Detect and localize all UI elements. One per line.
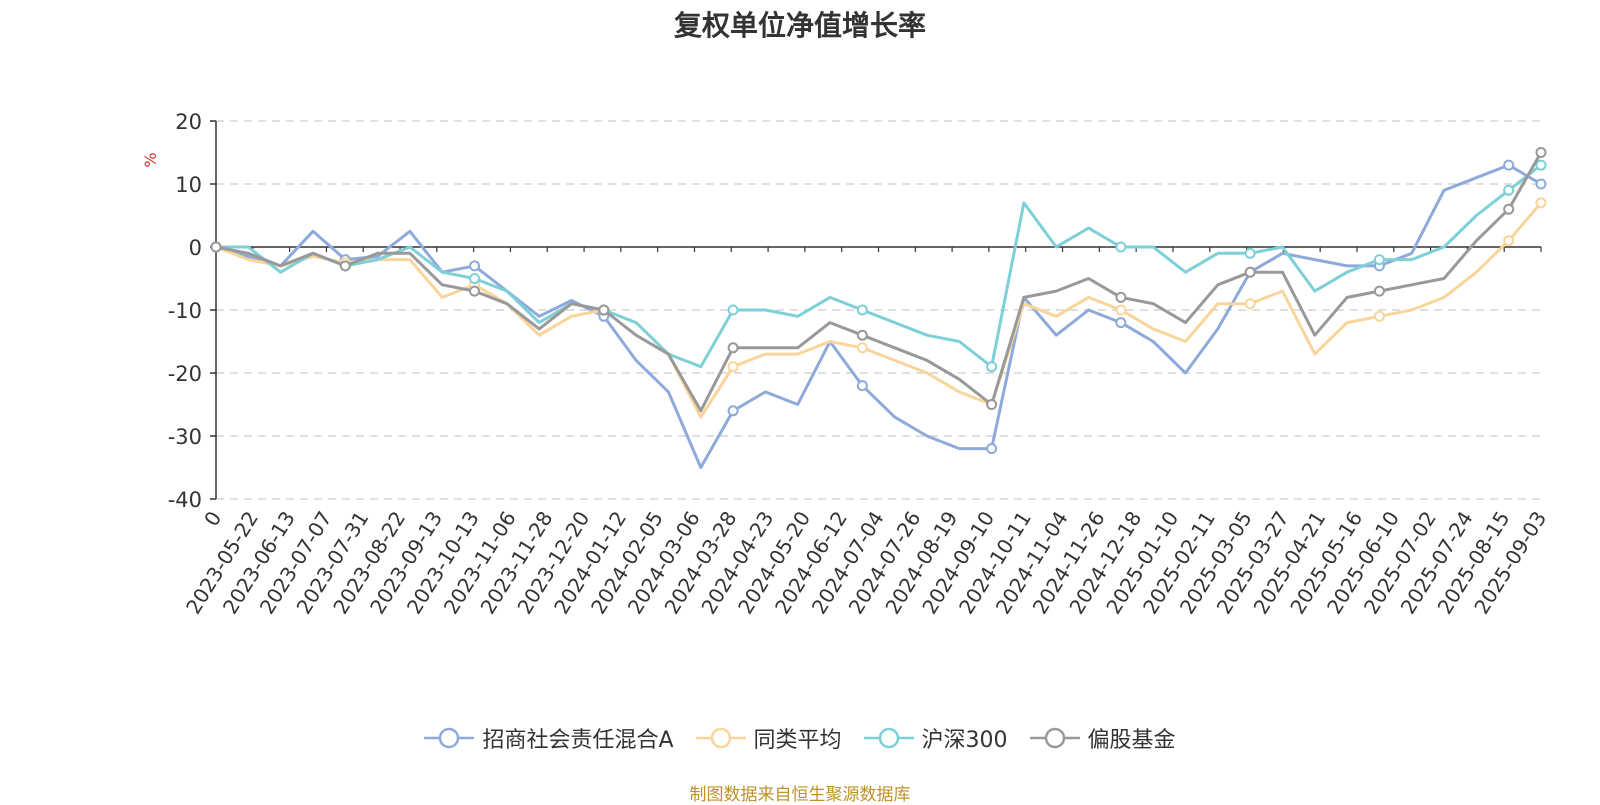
data-point xyxy=(986,399,998,410)
data-point xyxy=(1535,178,1547,190)
data-point xyxy=(1244,266,1256,278)
data-point xyxy=(210,241,222,253)
source-note: 制图数据来自恒生聚源数据库 xyxy=(689,785,911,805)
data-point xyxy=(1503,235,1515,247)
data-point xyxy=(469,260,481,272)
chart-title: 复权单位净值增长率 xyxy=(673,9,926,42)
series-line xyxy=(215,151,1543,413)
axis-layer: 20100-10-20-30-4002023-05-222023-06-1320… xyxy=(168,110,1552,618)
data-point xyxy=(1244,298,1256,310)
legend-label: 招商社会责任混合A xyxy=(482,728,674,753)
data-point xyxy=(1535,197,1547,209)
grid-layer xyxy=(216,120,1541,500)
data-point xyxy=(1115,241,1127,253)
series-line xyxy=(215,163,1542,469)
data-point xyxy=(1244,247,1256,259)
data-point xyxy=(1115,291,1127,303)
data-point xyxy=(986,361,998,373)
y-tick-label: -20 xyxy=(168,362,202,386)
data-point xyxy=(727,304,739,316)
data-point xyxy=(598,304,610,316)
data-point xyxy=(1503,159,1515,171)
legend-swatch-icon xyxy=(1029,727,1080,749)
data-point xyxy=(1503,203,1515,215)
legend-item[interactable]: 沪深300 xyxy=(863,722,1008,754)
data-point xyxy=(1535,159,1547,171)
data-point xyxy=(1535,147,1547,158)
series-layer xyxy=(210,147,1547,469)
legend-swatch-icon xyxy=(863,727,914,749)
data-point xyxy=(1373,254,1385,266)
y-tick-label: 10 xyxy=(175,173,202,197)
data-point xyxy=(1373,285,1385,297)
series-line xyxy=(215,201,1543,419)
data-point xyxy=(986,443,998,455)
y-axis-label: % xyxy=(141,152,160,167)
y-tick-label: 20 xyxy=(175,110,202,134)
data-point xyxy=(1503,184,1515,196)
series-line xyxy=(216,163,1542,369)
data-point xyxy=(339,260,351,272)
y-tick-label: -30 xyxy=(168,425,202,449)
legend-swatch-icon xyxy=(695,727,746,749)
legend[interactable]: 招商社会责任混合A 同类平均 沪深300 偏股基金 xyxy=(0,722,1600,754)
legend-item[interactable]: 偏股基金 xyxy=(1029,722,1176,754)
data-point xyxy=(856,329,868,341)
data-point xyxy=(856,342,868,354)
y-tick-label: -40 xyxy=(168,488,202,512)
x-tick-label: 0 xyxy=(199,507,226,531)
data-point xyxy=(727,405,739,417)
legend-label: 同类平均 xyxy=(753,728,842,753)
legend-item[interactable]: 同类平均 xyxy=(695,722,842,754)
y-tick-label: 0 xyxy=(189,236,202,260)
data-point xyxy=(469,273,481,284)
data-point xyxy=(1115,317,1127,329)
legend-label: 偏股基金 xyxy=(1087,728,1176,753)
data-point xyxy=(727,361,739,373)
data-point xyxy=(469,285,481,297)
data-point xyxy=(856,304,868,316)
data-point xyxy=(727,342,739,354)
data-point xyxy=(1373,310,1385,322)
legend-item[interactable]: 招商社会责任混合A xyxy=(424,722,674,754)
legend-label: 沪深300 xyxy=(921,728,1008,753)
data-point xyxy=(856,380,868,392)
data-point xyxy=(1115,304,1127,316)
legend-swatch-icon xyxy=(424,727,475,749)
y-tick-label: -10 xyxy=(168,299,202,323)
